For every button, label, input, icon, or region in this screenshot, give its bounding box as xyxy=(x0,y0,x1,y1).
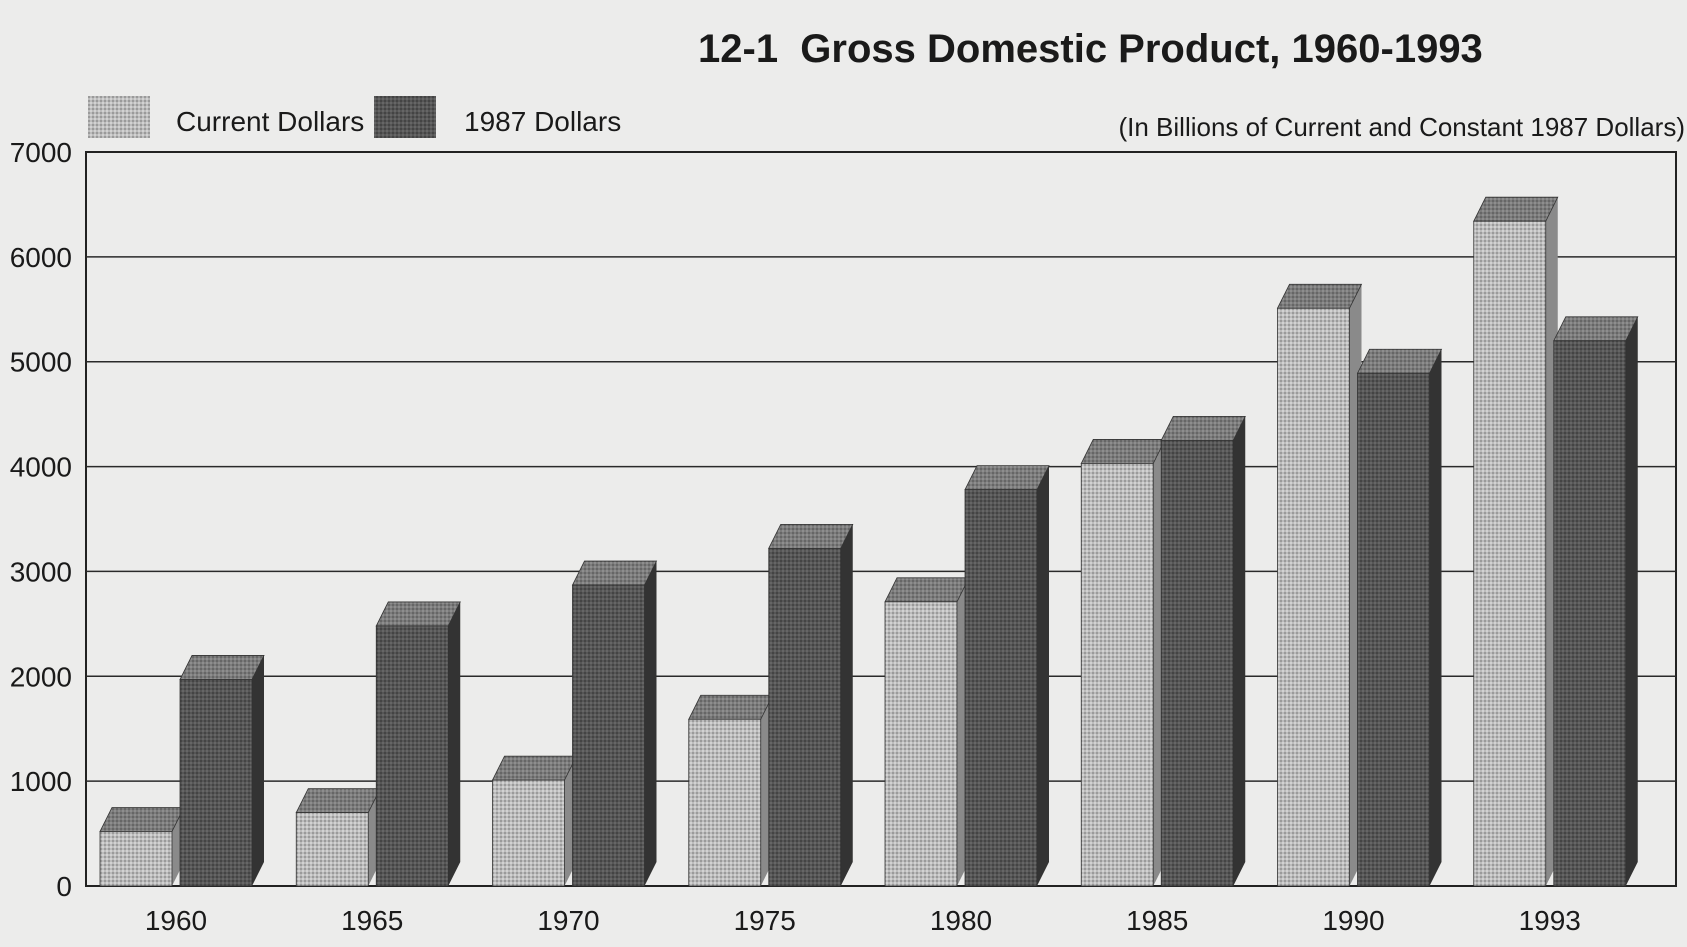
y-tick-5000: 5000 xyxy=(10,347,72,378)
y-tick-6000: 6000 xyxy=(10,242,72,273)
bar-front-current-dollars-1975 xyxy=(688,718,762,887)
x-tick-1993: 1993 xyxy=(1519,905,1581,936)
bar-top-1987-dollars-1975 xyxy=(768,523,854,549)
bar-front-1987-dollars-1980 xyxy=(964,489,1038,887)
bar-1987-dollars-1960 xyxy=(179,655,265,887)
bar-current-dollars-1960 xyxy=(99,807,185,887)
bar-side-1987-dollars-1993 xyxy=(1625,316,1638,886)
bar-front-1987-dollars-1965 xyxy=(375,625,449,887)
bar-current-dollars-1985 xyxy=(1080,439,1166,887)
x-tick-1970: 1970 xyxy=(537,905,599,936)
bar-top-current-dollars-1970 xyxy=(491,755,578,781)
bar-top-current-dollars-1993 xyxy=(1473,196,1559,222)
bar-top-1987-dollars-1990 xyxy=(1356,348,1443,374)
bar-top-1987-dollars-1965 xyxy=(375,601,461,627)
bar-current-dollars-1993 xyxy=(1473,196,1559,887)
y-tick-2000: 2000 xyxy=(10,661,72,692)
bar-top-current-dollars-1960 xyxy=(99,807,185,832)
bar-side-1987-dollars-1965 xyxy=(448,601,461,886)
bar-1987-dollars-1990 xyxy=(1356,348,1443,887)
bar-side-1987-dollars-1990 xyxy=(1429,349,1442,887)
bar-front-1987-dollars-1960 xyxy=(179,679,253,887)
bar-top-current-dollars-1990 xyxy=(1276,283,1363,309)
bar-top-current-dollars-1965 xyxy=(295,788,381,813)
bar-front-current-dollars-1990 xyxy=(1277,307,1350,887)
bar-1987-dollars-1965 xyxy=(375,601,461,887)
chart-subtitle: (In Billions of Current and Constant 198… xyxy=(1118,112,1685,142)
plot-frame xyxy=(85,151,1677,887)
bar-current-dollars-1980 xyxy=(884,577,970,887)
legend-swatch-1987-dollars xyxy=(374,96,436,138)
bar-top-current-dollars-1985 xyxy=(1080,439,1166,464)
bar-side-1987-dollars-1980 xyxy=(1037,465,1049,886)
x-tick-1985: 1985 xyxy=(1126,905,1188,936)
bar-front-current-dollars-1993 xyxy=(1473,220,1547,887)
bar-front-current-dollars-1960 xyxy=(99,831,173,887)
y-tick-1000: 1000 xyxy=(10,766,72,797)
y-tick-7000: 7000 xyxy=(10,137,72,168)
x-tick-1960: 1960 xyxy=(145,905,207,936)
bar-top-1987-dollars-1960 xyxy=(179,655,265,680)
y-axis-ticks: 0 1000 2000 3000 4000 5000 6000 7000 xyxy=(10,137,72,902)
chart-title: 12-1 Gross Domestic Product, 1960-1993 xyxy=(698,27,1483,71)
x-tick-1965: 1965 xyxy=(341,905,403,936)
bar-current-dollars-1970 xyxy=(491,755,578,887)
bar-current-dollars-1990 xyxy=(1276,283,1363,887)
bar-front-1987-dollars-1993 xyxy=(1553,340,1627,887)
bar-current-dollars-1965 xyxy=(295,788,381,887)
bar-front-1987-dollars-1970 xyxy=(572,584,645,887)
bar-side-1987-dollars-1970 xyxy=(644,561,657,886)
bar-1987-dollars-1970 xyxy=(571,560,658,887)
bar-front-1987-dollars-1985 xyxy=(1160,439,1234,887)
legend-label-current-dollars: Current Dollars xyxy=(176,106,364,137)
legend-swatch-current-dollars xyxy=(88,96,150,138)
bar-1987-dollars-1975 xyxy=(768,523,854,887)
legend-label-1987-dollars: 1987 Dollars xyxy=(464,106,621,137)
bar-front-1987-dollars-1990 xyxy=(1357,372,1430,887)
bar-1987-dollars-1993 xyxy=(1553,316,1639,887)
bar-current-dollars-1975 xyxy=(688,694,774,887)
bar-side-1987-dollars-1985 xyxy=(1233,416,1246,886)
bar-1987-dollars-1980 xyxy=(964,465,1050,887)
bars xyxy=(99,196,1639,887)
bar-top-current-dollars-1975 xyxy=(688,694,774,720)
y-tick-0: 0 xyxy=(56,871,72,902)
y-tick-3000: 3000 xyxy=(10,556,72,587)
bar-front-current-dollars-1965 xyxy=(295,812,369,887)
x-tick-1975: 1975 xyxy=(734,905,796,936)
bar-top-current-dollars-1980 xyxy=(884,577,970,603)
bar-top-1987-dollars-1980 xyxy=(964,465,1050,491)
bar-side-1987-dollars-1975 xyxy=(840,524,853,886)
bar-1987-dollars-1985 xyxy=(1160,415,1246,887)
bar-side-1987-dollars-1960 xyxy=(252,655,264,886)
x-tick-1990: 1990 xyxy=(1322,905,1384,936)
x-tick-1980: 1980 xyxy=(930,905,992,936)
x-axis-ticks: 1960 1965 1970 1975 1980 1985 1990 1993 xyxy=(145,905,1581,936)
y-tick-4000: 4000 xyxy=(10,452,72,483)
bar-front-current-dollars-1980 xyxy=(884,601,958,887)
bar-front-current-dollars-1970 xyxy=(492,779,565,887)
bar-front-1987-dollars-1975 xyxy=(768,547,842,887)
bar-top-1987-dollars-1970 xyxy=(571,560,658,586)
bar-top-1987-dollars-1993 xyxy=(1553,316,1639,342)
bar-top-1987-dollars-1985 xyxy=(1160,415,1246,441)
bar-front-current-dollars-1985 xyxy=(1080,463,1154,887)
